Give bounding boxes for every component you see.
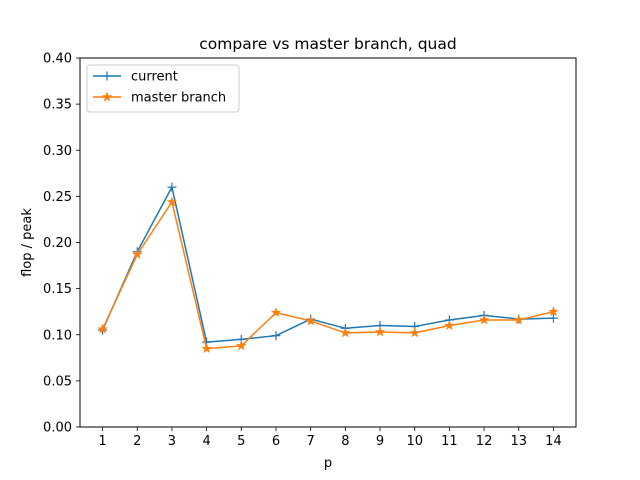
data-point-marker bbox=[478, 314, 490, 325]
data-point-marker bbox=[444, 320, 455, 330]
y-tick-label: 0.40 bbox=[43, 52, 72, 67]
series-layer bbox=[97, 182, 559, 354]
data-point-marker bbox=[271, 331, 281, 341]
chart-title: compare vs master branch, quad bbox=[199, 35, 456, 53]
data-point-marker bbox=[167, 182, 177, 192]
x-tick-label: 2 bbox=[133, 434, 141, 449]
legend-box bbox=[86, 64, 240, 113]
plot-area bbox=[80, 58, 576, 427]
x-tick-label: 4 bbox=[202, 434, 210, 449]
series-master-branch bbox=[97, 196, 559, 354]
data-point-marker bbox=[201, 343, 212, 354]
y-tick-label: 0.10 bbox=[43, 328, 72, 343]
series-line bbox=[101, 186, 554, 343]
data-point-marker bbox=[101, 91, 113, 102]
data-point-marker bbox=[166, 196, 178, 207]
x-tick-label: 6 bbox=[272, 434, 280, 449]
data-point-marker bbox=[548, 313, 558, 323]
x-tick-label: 7 bbox=[307, 434, 315, 449]
data-point-marker bbox=[102, 71, 112, 81]
legend-label: current bbox=[131, 70, 178, 85]
y-tick-label: 0.05 bbox=[43, 374, 72, 389]
legend-label: master branch bbox=[131, 91, 226, 106]
x-tick-label: 1 bbox=[98, 434, 106, 449]
y-tick-label: 0.20 bbox=[43, 236, 72, 251]
x-tick-label: 11 bbox=[441, 434, 458, 449]
y-tick-label: 0.30 bbox=[43, 144, 72, 159]
x-tick-label: 12 bbox=[476, 434, 493, 449]
y-axis-ticks: 0.00 0.05 0.10 0.15 0.20 0.25 0.30 0.35 0.40 bbox=[43, 52, 80, 436]
data-point-marker bbox=[305, 315, 316, 326]
y-tick-label: 0.25 bbox=[43, 190, 72, 205]
data-point-marker bbox=[270, 307, 282, 318]
data-point-marker bbox=[548, 306, 559, 317]
y-tick-label: 0.00 bbox=[43, 421, 72, 436]
x-tick-label: 14 bbox=[545, 434, 562, 449]
x-tick-label: 10 bbox=[406, 434, 423, 449]
x-tick-label: 9 bbox=[376, 434, 384, 449]
data-point-marker bbox=[236, 340, 247, 351]
data-point-marker bbox=[409, 327, 420, 338]
legend: current master branch bbox=[86, 64, 240, 113]
x-tick-label: 3 bbox=[168, 434, 176, 449]
data-point-marker bbox=[97, 323, 108, 334]
data-point-marker bbox=[513, 314, 524, 325]
legend-item: current bbox=[93, 70, 178, 85]
y-axis-label: flop / peak bbox=[20, 208, 35, 277]
x-tick-label: 8 bbox=[341, 434, 349, 449]
x-axis-ticks: 1 2 3 4 5 6 7 8 9 10 11 12 13 14 bbox=[98, 427, 562, 449]
data-point-marker bbox=[340, 327, 351, 338]
x-axis-label: p bbox=[324, 456, 332, 471]
x-tick-label: 13 bbox=[510, 434, 527, 449]
x-tick-label: 5 bbox=[237, 434, 245, 449]
data-point-marker bbox=[374, 326, 386, 337]
y-tick-label: 0.15 bbox=[43, 282, 72, 297]
legend-item: master branch bbox=[93, 91, 226, 106]
data-point-marker bbox=[132, 249, 143, 259]
series-line bbox=[101, 201, 554, 350]
y-tick-label: 0.35 bbox=[43, 98, 72, 113]
